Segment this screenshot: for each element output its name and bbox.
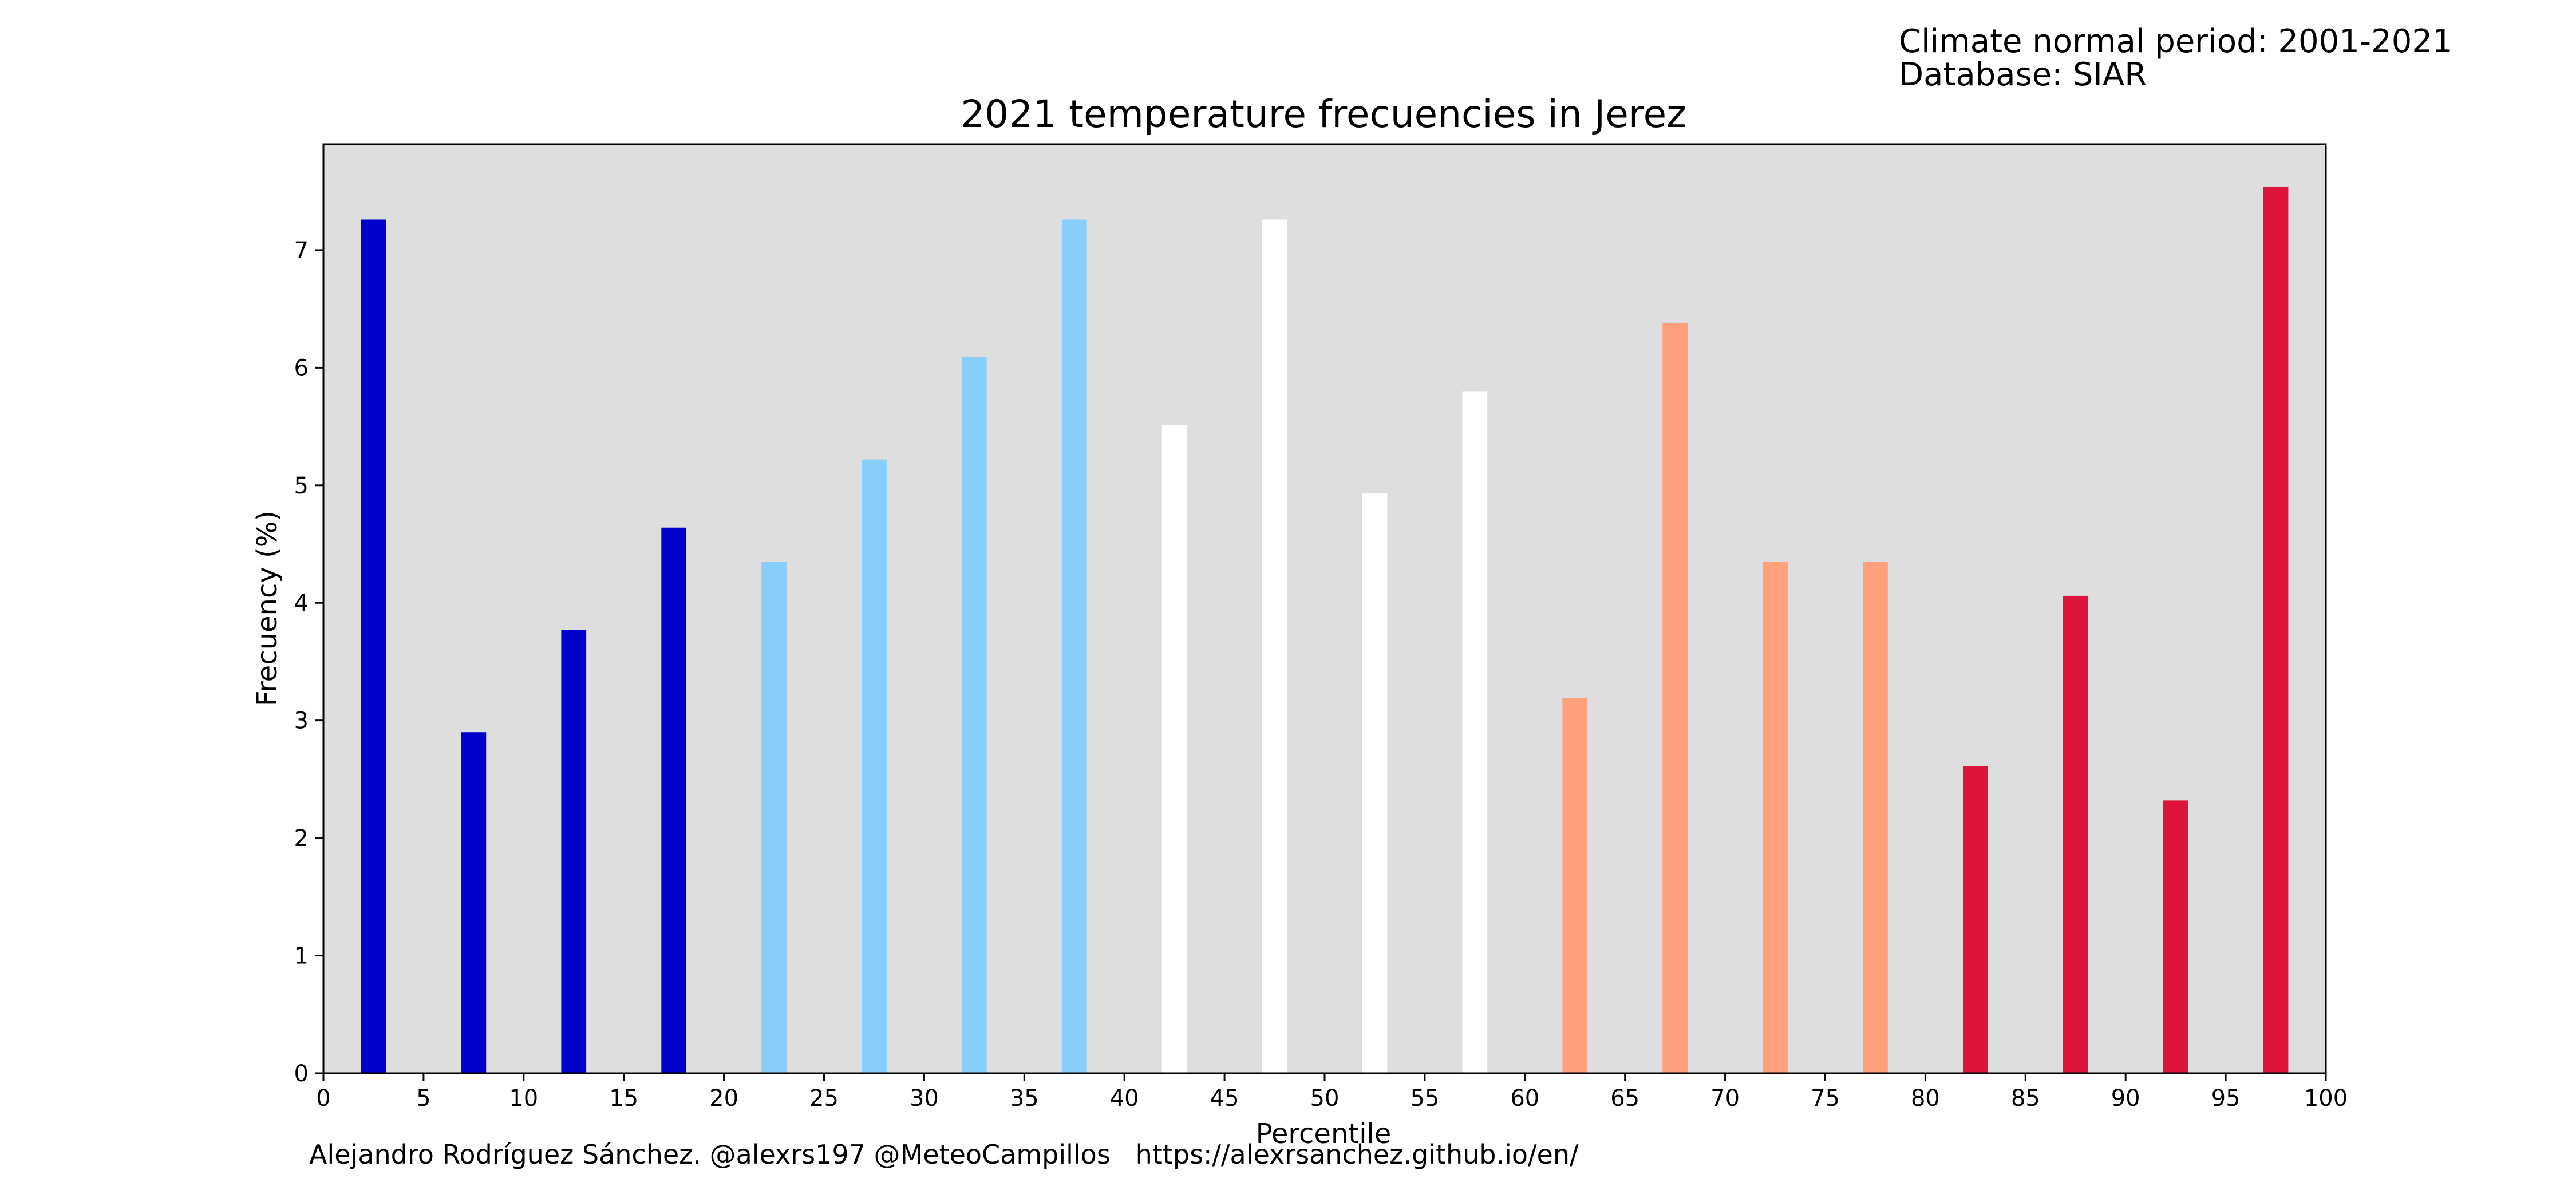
bar-p97.5: [2263, 186, 2289, 1074]
database-label: Database: SIAR: [1899, 56, 2147, 93]
x-tick-label: 75: [1811, 1085, 1840, 1112]
y-tick-label: 3: [294, 708, 309, 734]
x-tick-label: 35: [1010, 1085, 1039, 1112]
x-tick-label: 0: [316, 1085, 330, 1112]
bar-p12.5: [561, 630, 587, 1073]
x-tick-label: 90: [2111, 1085, 2140, 1112]
x-tick-label: 55: [1410, 1085, 1439, 1112]
plot-area: [323, 144, 2326, 1073]
x-tick-label: 85: [2011, 1085, 2040, 1112]
x-axis: 0 5 10 15 20 25 30 35 40 45 50 55 60 65 70 75 80 85 90 95 10…: [316, 1073, 2348, 1112]
x-tick-label: 45: [1210, 1085, 1239, 1112]
bar-p27.5: [862, 459, 887, 1073]
chart-title: 2021 temperature frecuencies in Jerez: [961, 92, 1686, 136]
bar-p47.5: [1262, 219, 1287, 1074]
y-tick-label: 4: [294, 590, 309, 616]
bar-p87.5: [2063, 595, 2088, 1073]
x-tick-label: 30: [910, 1085, 939, 1112]
bar-p2.5: [361, 219, 386, 1074]
y-axis: 0 1 2 3 4 5 6 7: [294, 238, 323, 1087]
bar-series: [361, 186, 2289, 1074]
y-tick-label: 2: [294, 825, 309, 852]
x-tick-label: 5: [416, 1085, 430, 1112]
bar-p92.5: [2163, 800, 2188, 1073]
y-tick-label: 5: [294, 473, 309, 499]
x-tick-label: 100: [2304, 1085, 2348, 1112]
bar-p37.5: [1061, 219, 1087, 1074]
bar-p77.5: [1863, 562, 1888, 1073]
x-tick-label: 50: [1310, 1085, 1340, 1112]
x-tick-label: 60: [1510, 1085, 1539, 1112]
bar-p22.5: [761, 562, 787, 1073]
x-tick-label: 70: [1710, 1085, 1740, 1112]
bar-p57.5: [1462, 391, 1488, 1073]
y-tick-label: 0: [294, 1061, 309, 1087]
bar-p7.5: [461, 732, 487, 1073]
bar-p67.5: [1662, 323, 1688, 1073]
x-tick-label: 80: [1911, 1085, 1940, 1112]
y-axis-label: Frecuency (%): [251, 511, 283, 706]
y-tick-label: 7: [294, 238, 309, 264]
author-credit: Alejandro Rodríguez Sánchez. @alexrs197 …: [309, 1139, 1579, 1170]
x-tick-label: 20: [709, 1085, 738, 1112]
x-tick-label: 40: [1110, 1085, 1139, 1112]
x-tick-label: 25: [809, 1085, 839, 1112]
bar-p52.5: [1362, 493, 1388, 1073]
y-tick-label: 1: [294, 943, 309, 970]
bar-p42.5: [1161, 425, 1187, 1074]
x-tick-label: 10: [509, 1085, 538, 1112]
bar-p17.5: [661, 527, 687, 1073]
x-tick-label: 95: [2211, 1085, 2241, 1112]
x-axis-label: Percentile: [1256, 1118, 1392, 1150]
x-tick-label: 65: [1610, 1085, 1639, 1112]
climate-period-label: Climate normal period: 2001-2021: [1899, 23, 2453, 60]
y-tick-label: 6: [294, 355, 309, 381]
bar-p72.5: [1763, 562, 1788, 1073]
bar-p82.5: [1962, 766, 1988, 1073]
bar-p62.5: [1562, 698, 1588, 1073]
x-tick-label: 15: [609, 1085, 638, 1112]
bar-p32.5: [961, 357, 987, 1073]
